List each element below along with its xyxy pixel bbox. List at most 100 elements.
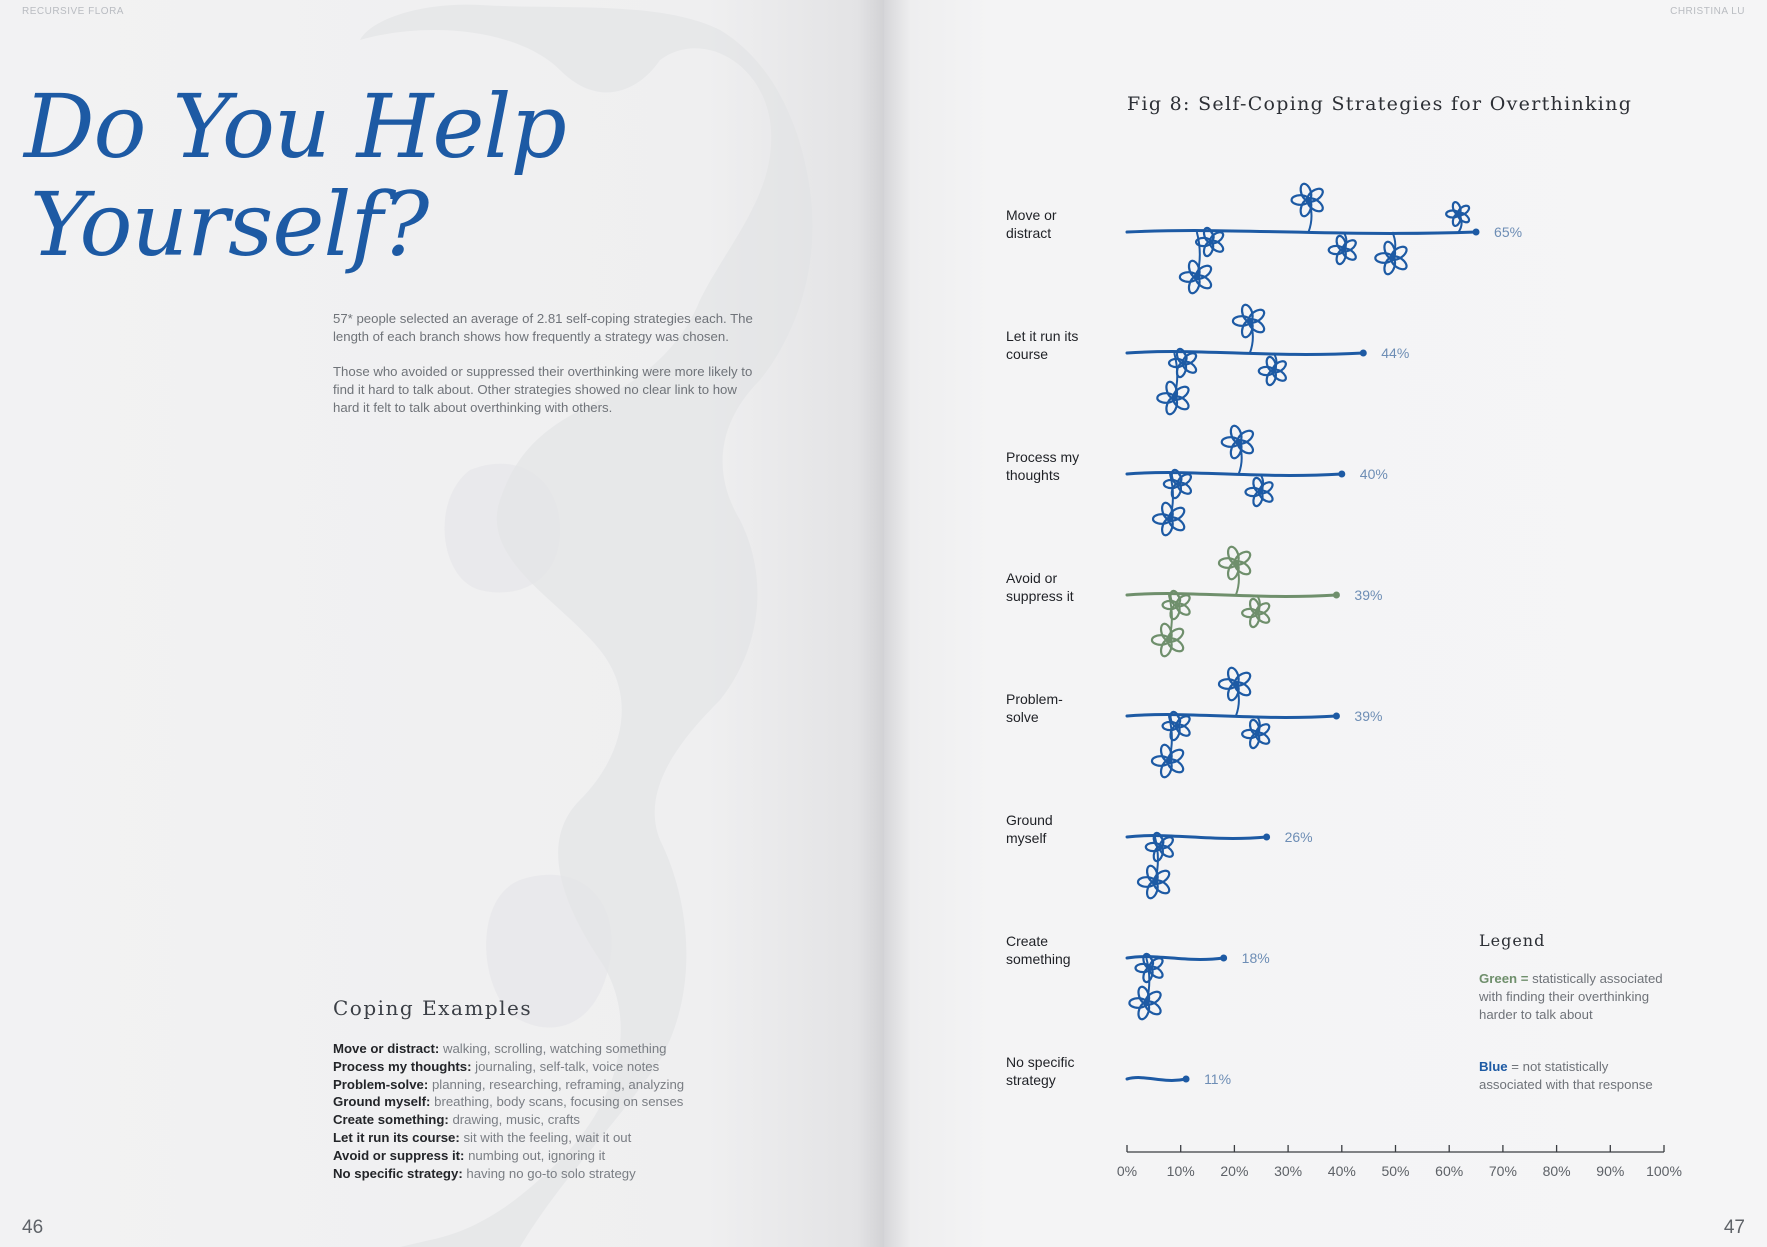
coping-text: drawing, music, crafts xyxy=(452,1112,580,1128)
branch-stem xyxy=(1125,592,1338,598)
x-tick-label: 30% xyxy=(1274,1163,1302,1179)
running-head: CHRISTINA LU xyxy=(1670,6,1745,17)
flower-center xyxy=(1170,394,1178,402)
category-label-line: Move or xyxy=(1006,207,1057,223)
category-label-line: No specific xyxy=(1006,1054,1074,1070)
category-label: Move or distract xyxy=(1006,207,1057,241)
flower xyxy=(1220,424,1255,460)
flower xyxy=(1241,718,1271,750)
flower xyxy=(1156,380,1190,416)
flower-center xyxy=(1388,254,1396,262)
category-label-line: Create xyxy=(1006,933,1048,949)
flower-center xyxy=(1143,999,1150,1007)
coping-term: Create something: xyxy=(333,1112,449,1128)
running-head: RECURSIVE FLORA xyxy=(22,6,124,17)
branch-row: No specific strategy 11% xyxy=(1006,1054,1231,1088)
flower-center xyxy=(1207,239,1214,245)
value-label: 11% xyxy=(1204,1071,1231,1087)
legend-green-term: Green = xyxy=(1479,971,1529,986)
x-tick-label: 100% xyxy=(1646,1163,1682,1179)
x-tick-label: 60% xyxy=(1435,1163,1463,1179)
branch-stem xyxy=(1125,834,1269,840)
flower xyxy=(1162,468,1193,500)
value-label: 40% xyxy=(1360,466,1388,482)
category-label: Problem-solve xyxy=(1006,691,1063,725)
intro-text: 57* people selected an average of 2.81 s… xyxy=(333,310,763,434)
branch-twig xyxy=(1153,836,1159,883)
x-tick-label: 70% xyxy=(1489,1163,1517,1179)
category-label-line: something xyxy=(1006,951,1071,967)
flower-center xyxy=(1235,438,1242,446)
coping-text: sit with the feeling, wait it out xyxy=(463,1129,632,1145)
category-label-line: course xyxy=(1006,346,1048,362)
coping-text: walking, scrolling, watching something xyxy=(442,1041,667,1056)
coping-example: Process my thoughts: journaling, self-ta… xyxy=(333,1058,684,1076)
value-label: 18% xyxy=(1242,950,1270,966)
value-label: 39% xyxy=(1354,587,1382,603)
flower xyxy=(1150,743,1185,779)
flower xyxy=(1445,200,1471,228)
coping-term: Problem-solve: xyxy=(333,1076,429,1092)
branch-twig xyxy=(1173,352,1179,399)
x-tick-label: 40% xyxy=(1328,1163,1356,1179)
flower-center xyxy=(1166,515,1174,523)
coping-example: Avoid or suppress it: numbing out, ignor… xyxy=(333,1147,684,1165)
coping-example: Ground myself: breathing, body scans, fo… xyxy=(333,1093,684,1111)
branch-tip xyxy=(1332,591,1340,599)
flower-center xyxy=(1340,247,1347,253)
branch-row: Process my thoughts 40% xyxy=(1006,424,1388,537)
legend-green-text: statistically associated with finding th… xyxy=(1479,971,1663,1022)
flower xyxy=(1374,240,1408,276)
value-label: 26% xyxy=(1285,829,1313,845)
flower xyxy=(1257,355,1287,387)
legend-green: Green = statistically associated with fi… xyxy=(1479,970,1674,1024)
branch-stem xyxy=(1125,471,1344,477)
x-tick-label: 10% xyxy=(1167,1163,1195,1179)
coping-text: breathing, body scans, focusing on sense… xyxy=(434,1094,684,1110)
flower-center xyxy=(1165,757,1173,765)
branch-twig xyxy=(1167,594,1173,641)
flower xyxy=(1217,666,1252,702)
flower-center xyxy=(1175,481,1182,487)
flower xyxy=(1144,831,1174,863)
coping-example: Problem-solve: planning, researching, re… xyxy=(333,1076,684,1094)
legend-blue: Blue = not statistically associated with… xyxy=(1479,1058,1674,1094)
category-label-line: strategy xyxy=(1006,1072,1056,1088)
flower xyxy=(1128,985,1162,1021)
coping-term: Ground myself: xyxy=(333,1094,431,1110)
value-label: 65% xyxy=(1494,224,1522,240)
flower xyxy=(1194,226,1225,258)
flower-center xyxy=(1180,360,1187,366)
flower xyxy=(1231,303,1266,339)
branch-tip xyxy=(1220,954,1228,962)
flower-center xyxy=(1232,680,1240,688)
flower-center xyxy=(1257,489,1264,495)
flower-center xyxy=(1253,731,1260,737)
figure-title: Fig 8: Self-Coping Strategies for Overth… xyxy=(1127,93,1633,115)
coping-text: planning, researching, reframing, analyz… xyxy=(431,1076,685,1092)
flower-center xyxy=(1305,196,1312,204)
branch-tip xyxy=(1263,833,1271,841)
flower-center xyxy=(1246,317,1254,325)
branch-row: Create something 18% xyxy=(1006,933,1270,1021)
flower-center xyxy=(1193,273,1201,281)
branch-tip xyxy=(1332,712,1340,720)
category-label-line: solve xyxy=(1006,709,1039,725)
category-label: No specific strategy xyxy=(1006,1054,1074,1088)
branch-twig xyxy=(1167,715,1173,762)
flower xyxy=(1151,501,1186,537)
x-tick-label: 90% xyxy=(1596,1163,1624,1179)
coping-text: having no go-to solo strategy xyxy=(466,1165,636,1181)
flower-center xyxy=(1174,602,1181,608)
category-label: Ground myself xyxy=(1006,812,1053,846)
flower xyxy=(1150,622,1185,658)
branch-row: Problem-solve 39% xyxy=(1006,666,1382,779)
right-page: CHRISTINA LU Fig 8: Self-Coping Strategi… xyxy=(884,0,1767,1247)
category-label-line: thoughts xyxy=(1006,467,1060,483)
flower-center xyxy=(1232,559,1240,567)
flower xyxy=(1217,545,1252,581)
flower xyxy=(1327,234,1357,266)
coping-example: Let it run its course: sit with the feel… xyxy=(333,1129,684,1147)
flower xyxy=(1136,864,1171,900)
x-tick-label: 0% xyxy=(1117,1163,1137,1179)
